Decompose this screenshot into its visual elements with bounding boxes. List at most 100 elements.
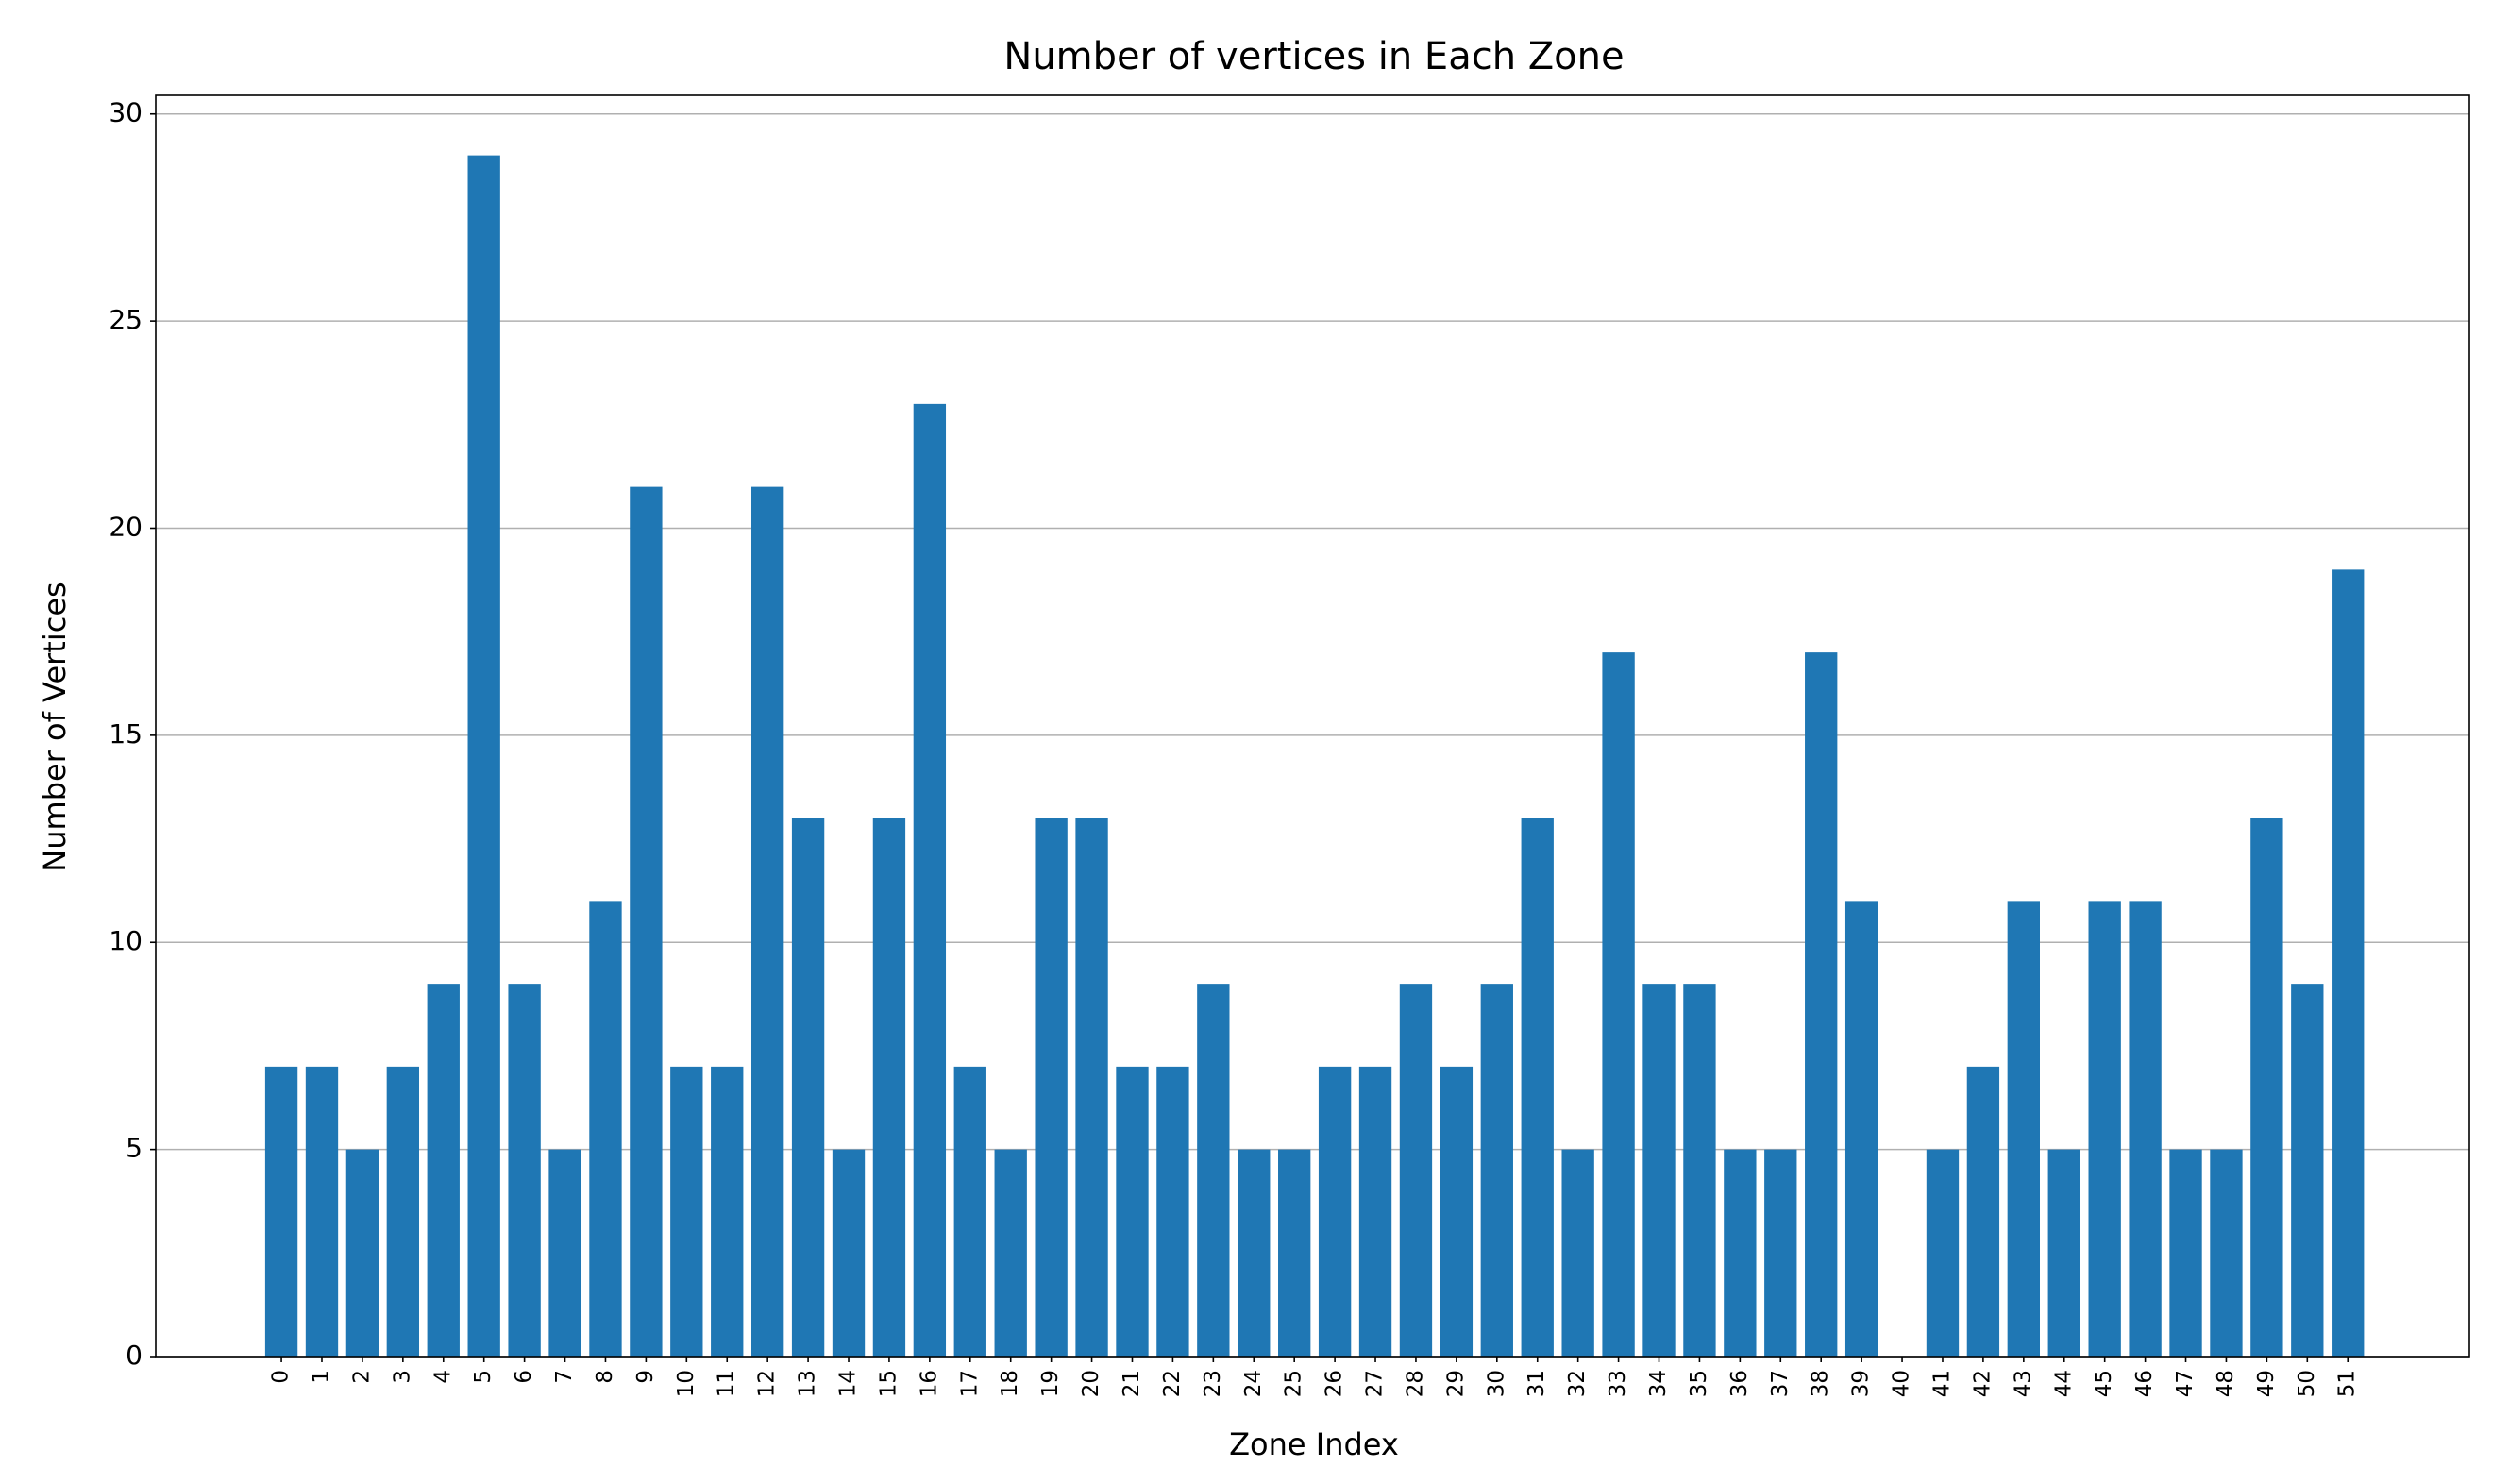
x-tick-label: 45 (2092, 1370, 2116, 1397)
y-tick-label: 30 (109, 97, 143, 128)
bar (670, 1066, 703, 1357)
y-tick-label: 10 (109, 925, 143, 956)
y-tick-label: 0 (126, 1340, 143, 1371)
bar (1399, 984, 1433, 1357)
x-tick-label: 4 (430, 1370, 455, 1384)
x-tick-label: 2 (349, 1370, 374, 1384)
bar (1561, 1149, 1594, 1357)
x-tick-label: 50 (2295, 1370, 2319, 1397)
x-tick-label: 31 (1524, 1370, 1549, 1397)
bar (1035, 818, 1068, 1357)
x-tick-label: 22 (1160, 1370, 1185, 1397)
bar (1764, 1149, 1797, 1357)
x-tick-label: 14 (836, 1370, 861, 1397)
x-tick-label: 15 (876, 1370, 901, 1397)
chart-title: Number of vertices in Each Zone (1003, 35, 1624, 78)
bar (1805, 652, 1838, 1357)
bar (386, 1066, 420, 1357)
y-tick-label: 25 (109, 304, 143, 335)
x-tick-label: 32 (1565, 1370, 1590, 1397)
x-tick-label: 16 (917, 1370, 941, 1397)
x-tick-label: 8 (593, 1370, 617, 1384)
bar (750, 486, 784, 1357)
x-tick-label: 7 (552, 1370, 577, 1384)
bar (589, 901, 622, 1357)
x-tick-label: 38 (1809, 1370, 1833, 1397)
y-axis-label: Number of Vertices (37, 582, 73, 871)
x-tick-label: 21 (1120, 1370, 1144, 1397)
x-tick-label: 28 (1403, 1370, 1427, 1397)
y-tick-label: 20 (109, 511, 143, 542)
bar (1075, 818, 1108, 1357)
bar (2169, 1149, 2202, 1357)
x-tick-label: 3 (390, 1370, 414, 1384)
x-tick-label: 30 (1484, 1370, 1508, 1397)
bar (1480, 984, 1513, 1357)
bar (994, 1149, 1027, 1357)
bar (2129, 901, 2162, 1357)
bar (2250, 818, 2283, 1357)
bar (2088, 901, 2121, 1357)
x-tick-label: 35 (1687, 1370, 1711, 1397)
bar (427, 984, 460, 1357)
x-tick-label: 6 (512, 1370, 536, 1384)
bar (2007, 901, 2040, 1357)
bar (953, 1066, 986, 1357)
x-tick-label: 47 (2173, 1370, 2198, 1397)
bar (2047, 1149, 2080, 1357)
x-tick-label: 10 (674, 1370, 699, 1397)
bar (345, 1149, 379, 1357)
bar (1966, 1066, 2000, 1357)
bar (1724, 1149, 1757, 1357)
bar (1521, 818, 1554, 1357)
x-tick-label: 40 (1890, 1370, 1914, 1397)
x-tick-label: 51 (2335, 1370, 2360, 1397)
bar (264, 1066, 298, 1357)
bar (2210, 1149, 2243, 1357)
x-tick-label: 33 (1606, 1370, 1630, 1397)
bar (1156, 1066, 1189, 1357)
bar (791, 818, 825, 1357)
x-tick-label: 19 (1038, 1370, 1063, 1397)
x-tick-label: 12 (755, 1370, 780, 1397)
x-tick-label: 24 (1241, 1370, 1266, 1397)
bar (913, 403, 947, 1358)
x-tick-label: 26 (1322, 1370, 1347, 1397)
bar (872, 818, 906, 1357)
bar (1683, 984, 1716, 1357)
x-tick-label: 36 (1727, 1370, 1752, 1397)
y-tick-label: 5 (126, 1133, 143, 1164)
x-tick-label: 37 (1768, 1370, 1793, 1397)
x-tick-label: 43 (2011, 1370, 2035, 1397)
x-tick-label: 5 (471, 1370, 496, 1384)
bar (711, 1066, 744, 1357)
bar (1358, 1066, 1392, 1357)
bar (2291, 984, 2324, 1357)
x-tick-label: 0 (269, 1370, 294, 1384)
x-tick-label: 42 (1970, 1370, 1995, 1397)
bar (508, 984, 541, 1357)
x-axis-label: Zone Index (1229, 1426, 1399, 1462)
bar (1278, 1149, 1311, 1357)
bar (1602, 652, 1635, 1357)
y-tick-label: 15 (109, 718, 143, 750)
bar (305, 1066, 339, 1357)
bar (832, 1149, 866, 1357)
bar (630, 486, 663, 1357)
x-tick-label: 46 (2132, 1370, 2157, 1397)
x-tick-label: 1 (309, 1370, 333, 1384)
x-tick-label: 23 (1201, 1370, 1225, 1397)
bar (548, 1149, 581, 1357)
bar (1844, 901, 1878, 1357)
bar (467, 155, 500, 1358)
bar (1318, 1066, 1352, 1357)
x-tick-label: 9 (633, 1370, 658, 1384)
bar (2332, 569, 2365, 1357)
x-tick-label: 41 (1929, 1370, 1954, 1397)
bar (1197, 984, 1230, 1357)
plot-frame (155, 94, 2470, 1358)
x-tick-label: 13 (796, 1370, 820, 1397)
bar (1926, 1149, 1960, 1357)
